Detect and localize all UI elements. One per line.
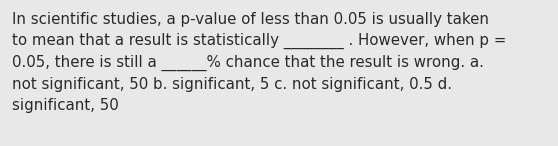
Text: In scientific studies, a p-value of less than 0.05 is usually taken
to mean that: In scientific studies, a p-value of less…: [12, 12, 506, 113]
